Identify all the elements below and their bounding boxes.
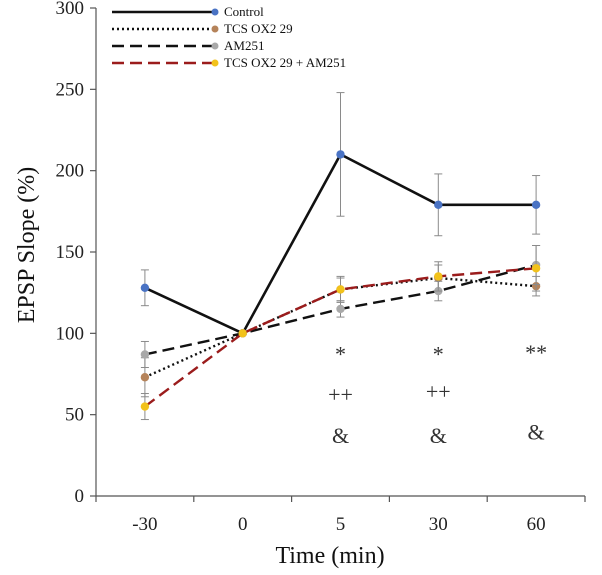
data-point xyxy=(531,200,541,210)
y-tick-label: 200 xyxy=(56,161,85,182)
data-point xyxy=(140,373,150,382)
data-point xyxy=(140,283,150,292)
data-point xyxy=(434,200,443,210)
x-tick-label: 0 xyxy=(238,514,248,535)
y-tick-label: 150 xyxy=(56,242,85,263)
data-point xyxy=(434,272,443,281)
data-point xyxy=(336,285,345,294)
significance-marker: ++ xyxy=(328,382,353,407)
axes xyxy=(90,7,586,502)
legend-marker xyxy=(211,25,219,33)
y-tick-label: 50 xyxy=(65,405,84,426)
data-point xyxy=(140,402,150,411)
data-point xyxy=(336,150,345,159)
series-line xyxy=(144,267,537,408)
significance-marker: * xyxy=(335,341,346,366)
significance-marker: & xyxy=(332,423,349,448)
legend-label: TCS OX2 29 + AM251 xyxy=(224,55,346,70)
annotations: * ++ & * ++ & ** & xyxy=(328,340,547,448)
y-tick-label: 250 xyxy=(56,79,85,100)
y-tick-label: 100 xyxy=(56,323,85,344)
series-layer xyxy=(140,92,541,421)
significance-marker: * xyxy=(433,341,444,366)
legend: Control TCS OX2 29 AM251 TCS OX2 29 + AM251 xyxy=(112,4,346,70)
legend-label: TCS OX2 29 xyxy=(224,21,293,36)
x-tick-label: -30 xyxy=(132,514,157,535)
significance-marker: & xyxy=(430,423,447,448)
legend-label: AM251 xyxy=(224,38,264,53)
legend-marker xyxy=(211,59,219,67)
x-tick-label: 60 xyxy=(527,514,546,535)
x-tick-label: 30 xyxy=(429,514,448,535)
data-point xyxy=(336,304,345,314)
significance-marker: ** xyxy=(525,340,547,365)
tick-labels: 0 50 100 150 200 250 300 -30 0 5 30 60 xyxy=(56,0,546,535)
legend-label: Control xyxy=(224,4,264,19)
data-point xyxy=(238,329,247,338)
y-axis-title: EPSP Slope (%) xyxy=(14,167,40,323)
significance-marker: ++ xyxy=(426,379,451,404)
y-tick-label: 300 xyxy=(56,0,85,19)
x-axis-title: Time (min) xyxy=(275,543,384,569)
series-3 xyxy=(140,244,541,421)
significance-marker: & xyxy=(528,420,545,445)
x-tick-label: 5 xyxy=(336,514,346,535)
y-tick-label: 0 xyxy=(75,486,85,507)
data-point xyxy=(140,350,150,359)
series-line xyxy=(144,276,537,379)
legend-marker xyxy=(211,42,219,50)
legend-marker xyxy=(211,8,219,16)
data-point xyxy=(531,264,541,273)
